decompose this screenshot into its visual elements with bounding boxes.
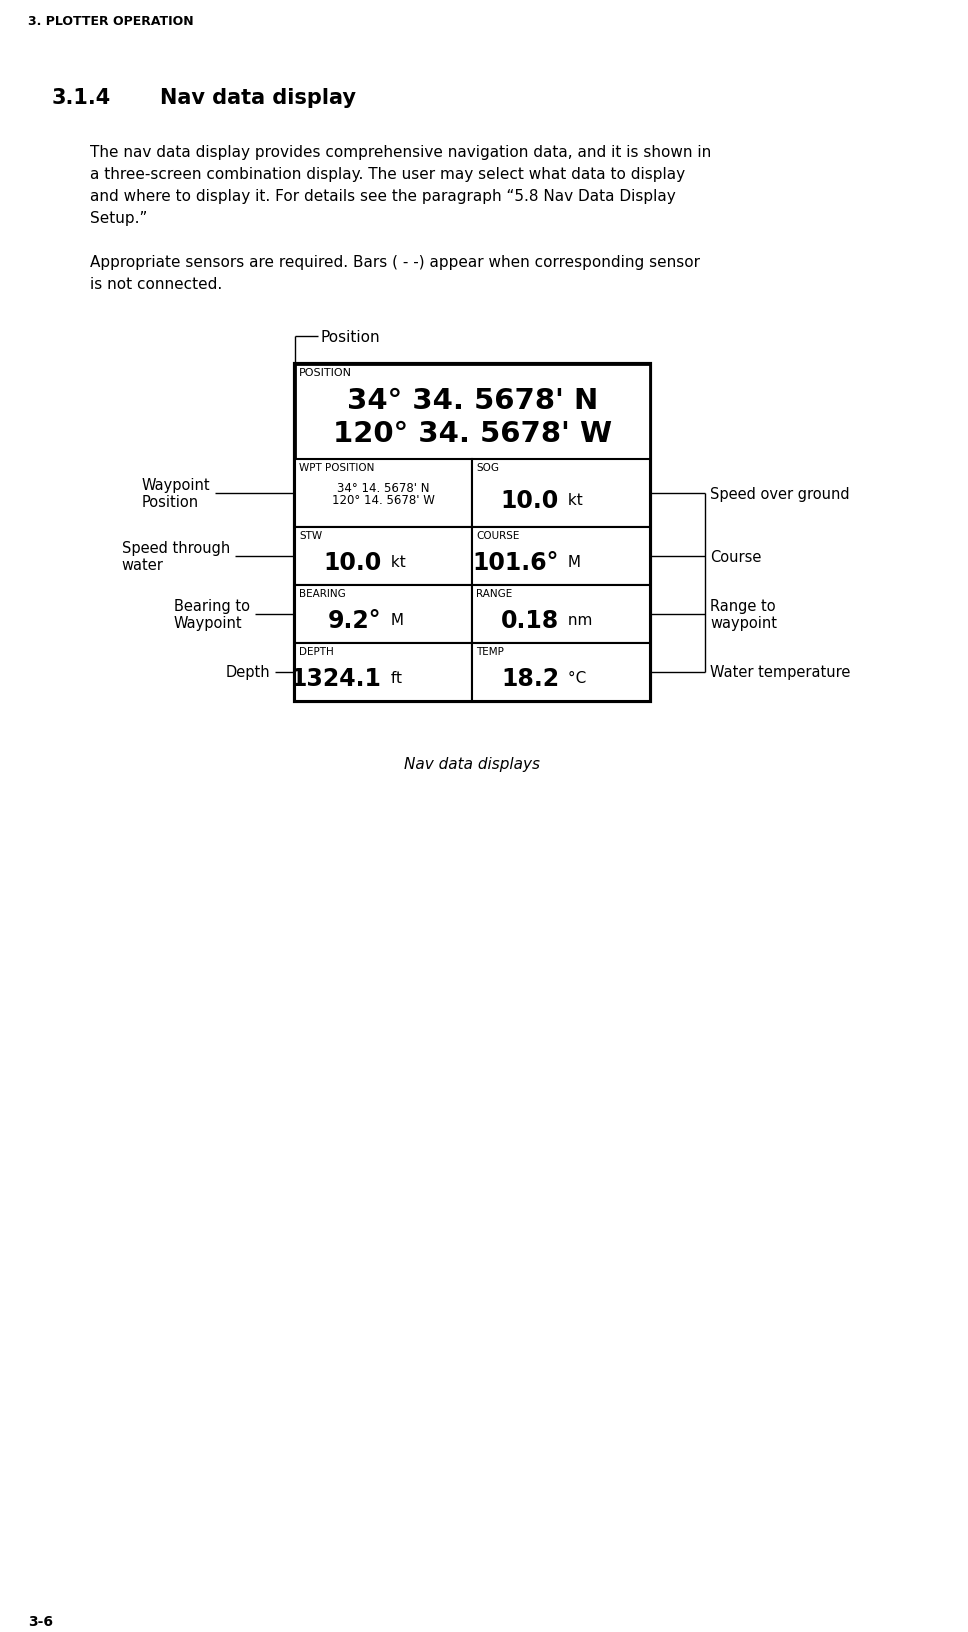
Text: 3-6: 3-6 [28,1614,53,1629]
Bar [295,460,472,527]
Text: kt: kt [563,493,583,508]
Text: is not connected.: is not connected. [90,277,223,292]
Bar [472,643,650,702]
Text: Speed over ground: Speed over ground [710,486,850,501]
Text: ft: ft [385,671,402,685]
Text: Speed through
water: Speed through water [122,540,230,573]
Text: DEPTH: DEPTH [299,646,334,656]
Text: The nav data display provides comprehensive navigation data, and it is shown in: The nav data display provides comprehens… [90,145,711,160]
Text: RANGE: RANGE [476,589,512,599]
Text: SOG: SOG [476,463,499,473]
Text: WPT POSITION: WPT POSITION [299,463,375,473]
Text: 34° 34. 5678' N: 34° 34. 5678' N [347,387,598,415]
Text: Course: Course [710,548,762,565]
Text: nm: nm [563,614,592,628]
Text: °C: °C [563,671,587,685]
Text: 0.18: 0.18 [500,609,559,633]
Text: Water temperature: Water temperature [710,666,850,681]
Text: M: M [563,555,581,570]
Text: 120° 34. 5678' W: 120° 34. 5678' W [333,419,612,447]
Text: POSITION: POSITION [299,367,352,377]
Text: Waypoint
Position: Waypoint Position [141,478,210,509]
Text: Nav data displays: Nav data displays [405,757,540,772]
Text: BEARING: BEARING [299,589,346,599]
Text: 3.1.4: 3.1.4 [52,88,111,108]
Text: a three-screen combination display. The user may select what data to display: a three-screen combination display. The … [90,166,685,181]
Text: and where to display it. For details see the paragraph “5.8 Nav Data Display: and where to display it. For details see… [90,189,676,204]
Bar [295,366,650,460]
Bar [472,527,650,586]
Text: kt: kt [385,555,406,570]
Text: Nav data display: Nav data display [160,88,356,108]
Bar [295,643,472,702]
Text: 101.6°: 101.6° [472,550,559,574]
Text: M: M [385,614,404,628]
Text: 34° 14. 5678' N: 34° 14. 5678' N [337,481,430,494]
Text: 3. PLOTTER OPERATION: 3. PLOTTER OPERATION [28,15,194,28]
Text: 18.2: 18.2 [500,666,559,690]
Text: COURSE: COURSE [476,530,520,540]
Text: TEMP: TEMP [476,646,504,656]
Text: Position: Position [321,330,380,344]
Text: 120° 14. 5678' W: 120° 14. 5678' W [332,494,435,506]
Text: 10.0: 10.0 [323,550,381,574]
Bar [295,527,472,586]
Bar [472,586,650,643]
Text: STW: STW [299,530,322,540]
Bar [295,586,472,643]
Text: Range to
waypoint: Range to waypoint [710,599,777,632]
Text: 10.0: 10.0 [500,488,559,512]
Text: Bearing to
Waypoint: Bearing to Waypoint [174,599,250,632]
Text: Setup.”: Setup.” [90,211,147,225]
Bar [472,460,650,527]
Text: Depth: Depth [226,666,270,681]
Text: 9.2°: 9.2° [328,609,381,633]
Text: Appropriate sensors are required. Bars ( - -) appear when corresponding sensor: Appropriate sensors are required. Bars (… [90,255,700,269]
Text: 1324.1: 1324.1 [290,666,381,690]
Bar [295,366,650,702]
